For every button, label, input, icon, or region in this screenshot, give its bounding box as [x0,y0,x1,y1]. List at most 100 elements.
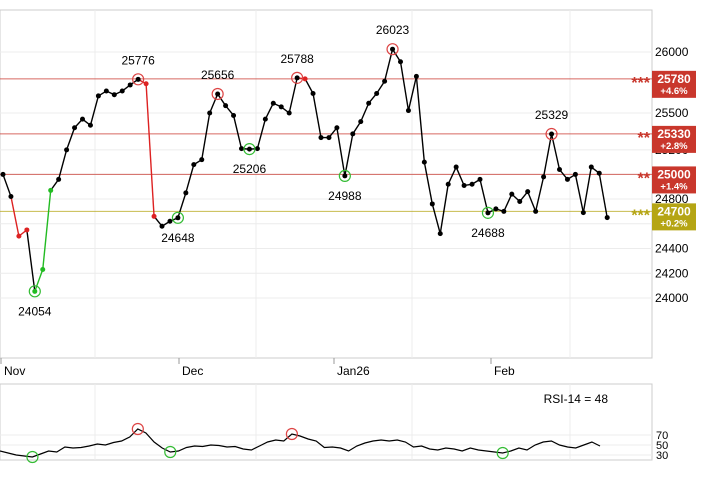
level-value: 25780 [657,72,691,86]
price-point [406,108,411,113]
annotation-label: 25776 [121,53,155,67]
price-point [183,190,188,195]
price-point [501,209,506,214]
price-point [120,89,125,94]
price-point [334,125,339,130]
x-tick-label: Jan26 [337,364,370,378]
price-point [525,189,530,194]
price-point [207,111,212,116]
price-point [279,104,284,109]
y-tick-label: 26000 [655,45,689,59]
price-point [8,194,13,199]
price-point [303,76,308,81]
rsi-tick-label: 70 [656,430,668,442]
price-point [48,188,53,193]
y-tick-label: 24400 [655,242,689,256]
price-point [112,92,117,97]
price-point [470,182,475,187]
price-point [128,82,133,87]
price-point [493,206,498,211]
price-point [430,201,435,206]
price-point [72,125,77,130]
price-point [358,119,363,124]
price-point [80,117,85,122]
price-point [366,101,371,106]
price-point [64,147,69,152]
price-point [446,182,451,187]
x-tick-label: Nov [4,364,25,378]
price-point [549,132,554,137]
level-change: +0.2% [660,218,688,229]
price-point [541,174,546,179]
level-change: +4.6% [660,86,688,97]
annotation-label: 25656 [201,68,235,82]
level-stars: *** [631,207,650,224]
annotation-label: 24988 [328,189,362,203]
price-point [589,165,594,170]
price-point [152,214,157,219]
price-point [1,172,6,177]
y-tick-label: 24200 [655,266,689,280]
price-point [287,111,292,116]
x-tick-label: Feb [494,364,515,378]
price-point [215,91,220,96]
price-point [239,146,244,151]
price-point [24,227,29,232]
price-point [422,160,427,165]
price-point [295,75,300,80]
price-point [454,165,459,170]
price-point [311,91,316,96]
price-point [104,89,109,94]
price-point [382,79,387,84]
price-point [509,192,514,197]
price-point [350,131,355,136]
price-point [56,177,61,182]
price-point [160,224,165,229]
price-point [231,113,236,118]
price-point [326,135,331,140]
level-value: 25330 [657,127,691,141]
x-tick-label: Dec [182,364,203,378]
price-point [32,289,37,294]
price-point [485,210,490,215]
price-point [223,103,228,108]
level-change: +2.8% [660,141,688,152]
price-point [263,117,268,122]
price-point [136,77,141,82]
annotation-label: 26023 [376,23,410,37]
price-point [478,177,483,182]
price-point [88,123,93,128]
price-point [247,147,252,152]
level-stars: ** [638,130,651,147]
main-grid [0,10,652,358]
annotation-label: 25788 [280,52,314,66]
price-point [319,135,324,140]
level-change: +1.4% [660,181,688,192]
annotation-label: 24054 [18,304,52,318]
level-stars: ** [638,170,651,187]
price-point [175,215,180,220]
price-point [16,234,21,239]
annotation-label: 25206 [233,162,267,176]
price-point [581,210,586,215]
price-point [40,267,45,272]
annotation-label: 25329 [535,108,569,122]
price-point [398,59,403,64]
price-point [167,219,172,224]
plot-frame [0,10,652,358]
price-point [342,173,347,178]
price-point [597,171,602,176]
annotation-label: 24688 [471,226,505,240]
rsi-title: RSI-14 = 48 [544,392,609,406]
price-point [374,91,379,96]
price-point [565,177,570,182]
price-point [557,167,562,172]
x-tick-labels: Nov Dec Jan26 Feb [1,358,515,378]
price-point [96,93,101,98]
level-stars: *** [631,75,650,92]
y-tick-label: 25500 [655,106,689,120]
level-value: 24700 [657,204,691,218]
price-point [438,231,443,236]
